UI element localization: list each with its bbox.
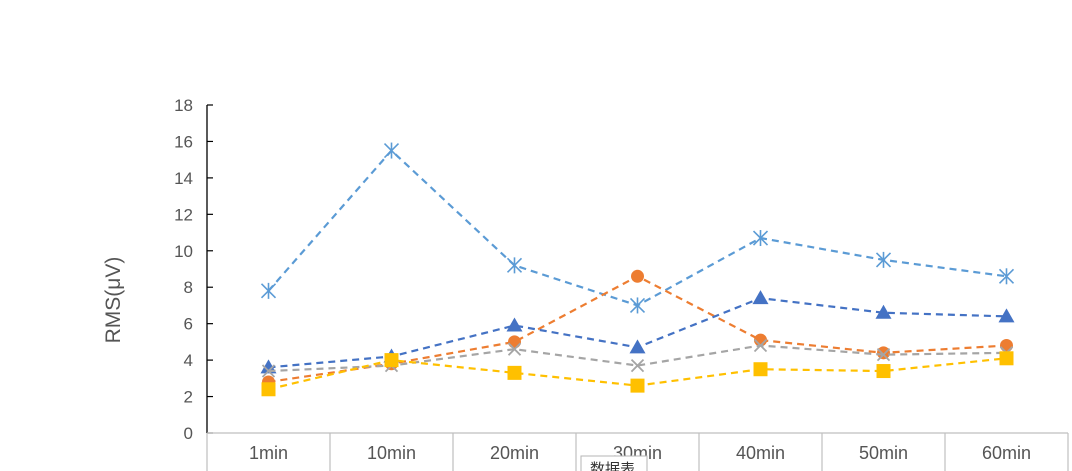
marker-x-stroke — [630, 358, 645, 373]
x-tick-label: 40min — [736, 443, 785, 463]
marker-circle — [1000, 339, 1013, 353]
data-point — [629, 297, 646, 314]
marker-x-stroke — [876, 348, 891, 362]
marker-square — [753, 362, 768, 377]
y-axis-label: RMS(μV) — [102, 257, 125, 344]
data-point — [507, 365, 522, 380]
labels-layer: RMS(μV) — [102, 257, 125, 344]
data-point — [998, 308, 1015, 323]
y-tick-label: 0 — [184, 424, 193, 443]
data-point — [384, 353, 399, 368]
marker-triangle — [629, 339, 646, 354]
data-point — [260, 282, 277, 299]
data-point — [876, 348, 891, 362]
x-tick-label: 10min — [367, 443, 416, 463]
marker-x-stroke — [507, 342, 522, 356]
tooltip-box — [580, 455, 648, 471]
data-point — [753, 362, 768, 377]
y-tick-label: 2 — [184, 388, 193, 407]
data-point — [631, 269, 644, 283]
data-point — [752, 290, 769, 305]
y-tick-label: 18 — [174, 96, 193, 115]
marker-square — [876, 364, 891, 379]
data-point — [383, 142, 400, 159]
y-tick-label: 6 — [184, 315, 193, 334]
data-point — [1000, 339, 1013, 353]
data-point — [875, 251, 892, 268]
marker-square — [999, 351, 1014, 366]
marker-circle — [508, 335, 521, 349]
marker-square — [384, 353, 399, 368]
marker-square — [261, 382, 276, 397]
y-tick-label: 16 — [174, 132, 193, 151]
y-tick-label: 4 — [184, 351, 193, 370]
data-point — [875, 304, 892, 319]
marker-circle — [631, 269, 644, 283]
x-tick-label: 1min — [249, 443, 288, 463]
marker-triangle — [998, 308, 1015, 323]
data-point — [261, 382, 276, 397]
data-point — [753, 338, 768, 353]
y-tick-label: 10 — [174, 242, 193, 261]
tooltip-label: 数据表 — [590, 461, 635, 471]
data-point — [877, 346, 890, 360]
data-point — [507, 342, 522, 356]
y-tick-label: 8 — [184, 278, 193, 297]
x-tick-label: 50min — [859, 443, 908, 463]
marker-square — [507, 365, 522, 380]
series-circle — [262, 269, 1013, 389]
data-point — [506, 257, 523, 274]
y-tick-label: 12 — [174, 205, 193, 224]
data-point — [630, 358, 645, 373]
data-point — [261, 364, 276, 378]
marker-triangle — [506, 317, 523, 332]
data-point — [876, 364, 891, 379]
marker-x-stroke — [753, 338, 768, 353]
data-point — [630, 378, 645, 393]
data-point — [998, 268, 1015, 285]
series-layer — [260, 142, 1015, 397]
series-square — [261, 351, 1014, 397]
data-point — [752, 230, 769, 247]
x-tick-label: 20min — [490, 443, 539, 463]
marker-circle — [877, 346, 890, 360]
marker-x-stroke — [261, 364, 276, 378]
data-point — [629, 339, 646, 354]
series-star — [260, 142, 1015, 314]
data-table-tooltip[interactable]: 数据表 — [580, 455, 648, 471]
data-point — [506, 317, 523, 332]
x-tick-label: 60min — [982, 443, 1031, 463]
data-point — [999, 351, 1014, 366]
marker-triangle — [875, 304, 892, 319]
y-tick-label: 14 — [174, 169, 193, 188]
marker-square — [630, 378, 645, 393]
marker-triangle — [752, 290, 769, 305]
data-point — [508, 335, 521, 349]
